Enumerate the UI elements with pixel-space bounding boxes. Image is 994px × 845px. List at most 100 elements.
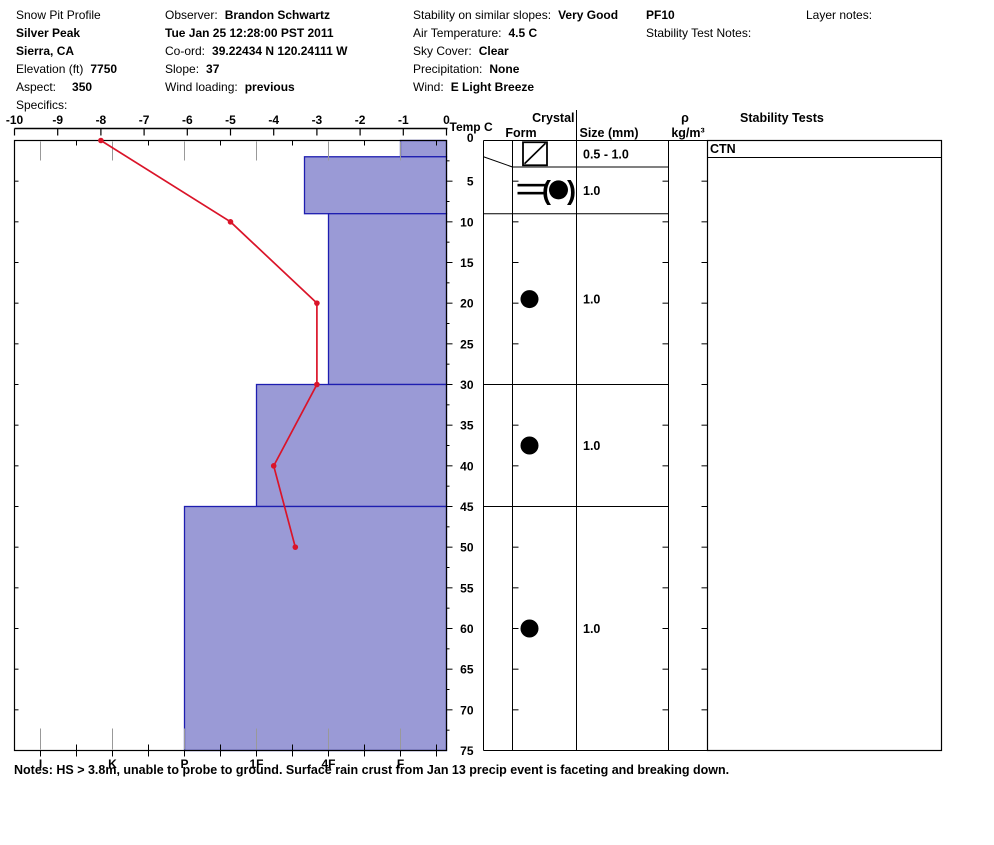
- specifics-label: Specifics:: [16, 98, 68, 112]
- hardness-axis: I K P 1F 4F F: [39, 750, 437, 771]
- sky-cover-value: Clear: [478, 44, 509, 58]
- svg-text:10: 10: [460, 215, 474, 229]
- svg-text:Form: Form: [505, 126, 536, 140]
- svg-text:40: 40: [460, 459, 474, 473]
- svg-text:(: (: [542, 175, 551, 205]
- slope-label: Slope:: [165, 62, 200, 76]
- svg-text:55: 55: [460, 581, 474, 595]
- svg-text:P: P: [180, 757, 188, 771]
- svg-text:35: 35: [460, 419, 474, 433]
- svg-text:CTN: CTN: [710, 142, 736, 156]
- grain-form-symbols: 0.5 - 1.0 () 1.0 1.0 1.0 1.0: [517, 141, 629, 638]
- svg-text:K: K: [108, 757, 117, 771]
- stability-test-notes-label: Stability Test Notes:: [646, 26, 752, 40]
- svg-text:-9: -9: [52, 113, 63, 127]
- site-name: Silver Peak: [16, 26, 81, 40]
- svg-text:-10: -10: [6, 113, 24, 127]
- stability-value: Very Good: [558, 8, 619, 22]
- precip-value: None: [489, 62, 520, 76]
- svg-text:F: F: [397, 757, 404, 771]
- pit-id: PF10: [646, 8, 675, 22]
- svg-text:-3: -3: [312, 113, 323, 127]
- svg-text:1.0: 1.0: [583, 293, 600, 307]
- svg-text:70: 70: [460, 703, 474, 717]
- sky-cover-label: Sky Cover:: [413, 44, 472, 58]
- crystal-table: [483, 110, 708, 751]
- svg-text:30: 30: [460, 378, 474, 392]
- precip-label: Precipitation:: [413, 62, 483, 76]
- svg-text:-4: -4: [268, 113, 279, 127]
- wind-value: E Light Breeze: [450, 80, 535, 94]
- svg-text:65: 65: [460, 663, 474, 677]
- svg-text:4F: 4F: [321, 757, 335, 771]
- aspect-row: Aspect: 350: [16, 80, 117, 98]
- air-temp-label: Air Temperature:: [413, 26, 502, 40]
- wind-row: Wind: E Light Breeze: [413, 80, 618, 98]
- aspect-value: 350: [72, 80, 93, 94]
- svg-text:Size (mm): Size (mm): [580, 126, 639, 140]
- air-temp-value: 4.5 C: [508, 26, 538, 40]
- stability-tests-box: CTN: [706, 139, 943, 752]
- svg-text:kg/m³: kg/m³: [671, 126, 704, 140]
- svg-text:1F: 1F: [249, 757, 263, 771]
- stability-label: Stability on similar slopes:: [413, 8, 552, 22]
- svg-text:0: 0: [467, 131, 474, 145]
- sky-cover-row: Sky Cover: Clear: [413, 44, 618, 62]
- observer-label: Observer:: [165, 8, 218, 22]
- header-layer-notes-block: Layer notes:: [806, 8, 872, 26]
- svg-text:5: 5: [467, 175, 474, 189]
- svg-text:60: 60: [460, 622, 474, 636]
- svg-text:45: 45: [460, 500, 474, 514]
- depth-scale-labels: 0 5 10 15 20 25 30 35 40 45 50 55 60 65 70 75: [460, 131, 474, 758]
- header-conditions-block: Stability on similar slopes: Very Good Ai…: [413, 8, 618, 98]
- svg-text:-1: -1: [398, 113, 409, 127]
- header-observer-block: Observer: Brandon Schwartz Tue Jan 25 12:…: [165, 8, 347, 98]
- svg-text:1.0: 1.0: [583, 622, 600, 636]
- hardness-gridlines: [40, 140, 437, 751]
- svg-text:50: 50: [460, 541, 474, 555]
- slope-row: Slope: 37: [165, 62, 347, 80]
- report-title: Snow Pit Profile: [16, 8, 101, 22]
- svg-text:-6: -6: [182, 113, 193, 127]
- site-region: Sierra, CA: [16, 44, 75, 58]
- svg-text:15: 15: [460, 256, 474, 270]
- elevation-label: Elevation (ft): [16, 62, 84, 76]
- wind-loading-value: previous: [244, 80, 295, 94]
- svg-text:75: 75: [460, 744, 474, 758]
- wind-loading-row: Wind loading: previous: [165, 80, 347, 98]
- air-temp-row: Air Temperature: 4.5 C: [413, 26, 618, 44]
- elevation-value: 7750: [90, 62, 118, 76]
- coord-row: Co-ord: 39.22434 N 120.24111 W: [165, 44, 347, 62]
- temperature-profile-line: [98, 137, 320, 550]
- svg-text:Crystal: Crystal: [532, 111, 574, 125]
- stability-row: Stability on similar slopes: Very Good: [413, 8, 618, 26]
- observer-row: Observer: Brandon Schwartz: [165, 8, 347, 26]
- svg-text:20: 20: [460, 297, 474, 311]
- plot-depth-ticks: [14, 160, 453, 731]
- header-pit-block: PF10 Stability Test Notes:: [646, 8, 751, 44]
- svg-text:Temp C: Temp C: [450, 120, 493, 134]
- observer-value: Brandon Schwartz: [224, 8, 331, 22]
- svg-text:0.5 - 1.0: 0.5 - 1.0: [583, 147, 629, 161]
- svg-text:0: 0: [443, 113, 450, 127]
- temperature-axis: -10 -9 -8 -7 -6 -5 -4 -3 -2 -1 0 Temp C: [6, 113, 493, 136]
- layer-hardness-bars: [183, 139, 448, 752]
- layer-notes-label: Layer notes:: [806, 8, 873, 22]
- svg-text:Stability Tests: Stability Tests: [740, 111, 824, 125]
- svg-text:I: I: [39, 757, 42, 771]
- slope-value: 37: [206, 62, 220, 76]
- coord-label: Co-ord:: [165, 44, 206, 58]
- header-location-block: Snow Pit Profile Silver Peak Sierra, CA …: [16, 8, 117, 116]
- svg-text:): ): [567, 175, 576, 205]
- wind-loading-label: Wind loading:: [165, 80, 238, 94]
- aspect-label: Aspect:: [16, 80, 57, 94]
- svg-text:ρ: ρ: [681, 111, 689, 125]
- svg-text:-5: -5: [225, 113, 236, 127]
- svg-text:25: 25: [460, 337, 474, 351]
- svg-text:-8: -8: [96, 113, 107, 127]
- svg-text:1.0: 1.0: [583, 439, 600, 453]
- precip-row: Precipitation: None: [413, 62, 618, 80]
